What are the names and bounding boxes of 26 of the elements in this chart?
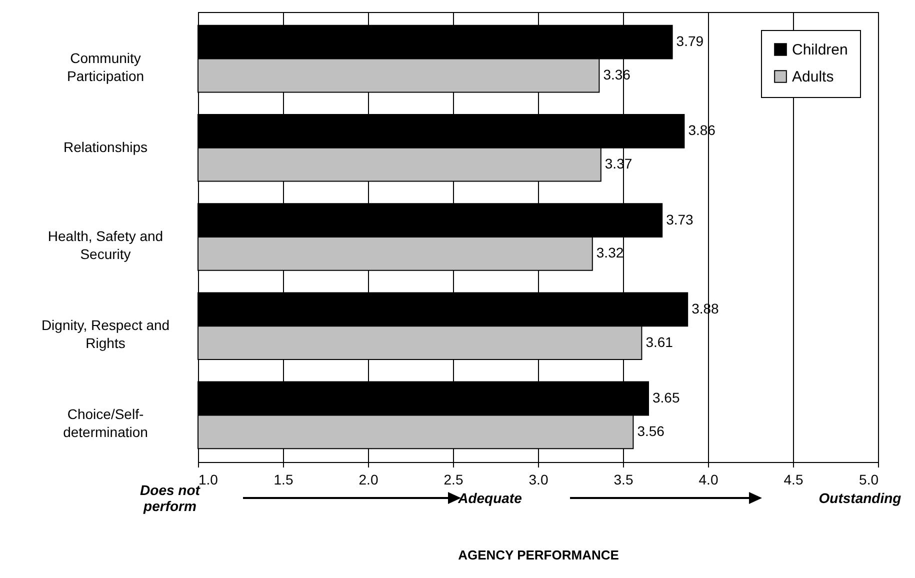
data-label: 3.56	[637, 422, 665, 439]
text: Adequate	[457, 490, 523, 506]
data-label: 3.61	[646, 334, 674, 350]
x-axis-title: AGENCY PERFORMANCE	[458, 548, 620, 562]
data-label: 3.79	[676, 33, 704, 50]
x-tick-label: 2.5	[444, 472, 464, 488]
legend-label: Children	[792, 42, 848, 58]
y-tick-label: Relationships	[63, 138, 148, 155]
data-label: 3.32	[596, 244, 624, 261]
x-tick-label: 4.5	[784, 472, 804, 488]
y-tick-label: Choice/Self-determination	[63, 406, 148, 440]
x-tick-label: 5.0	[859, 472, 879, 488]
x-tick-label: 2.0	[358, 472, 378, 488]
x-tick-label: 4.0	[698, 472, 718, 488]
x-tick-label: 1.0	[198, 472, 218, 488]
x-tick-label: 3.5	[614, 472, 634, 488]
y-tick-label: Community Participation	[66, 50, 144, 84]
data-label: 3.65	[652, 390, 680, 406]
data-label: 3.73	[666, 211, 694, 228]
text: Does not perform	[139, 482, 200, 514]
text: Outstanding	[818, 490, 902, 506]
y-tick-label: Dignity, Respect and Rights	[41, 317, 170, 352]
legend-label: Adults	[792, 68, 834, 86]
x-tick-label: 1.5	[274, 472, 294, 488]
y-tick-label: Health, Safety and Security	[48, 228, 164, 262]
x-tick-label: 3.0	[528, 472, 548, 488]
